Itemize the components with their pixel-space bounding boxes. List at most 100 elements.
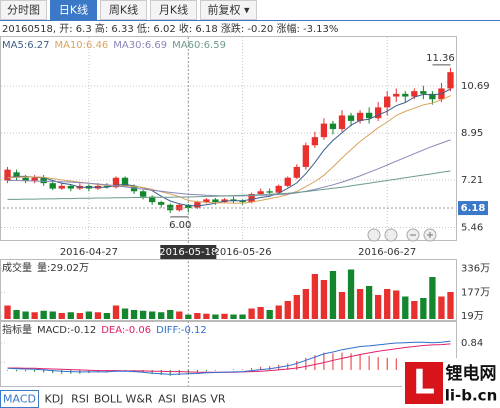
candle-body xyxy=(40,177,47,184)
logo-mark-box xyxy=(405,362,443,404)
tab-box[interactable] xyxy=(100,0,147,20)
candle-body xyxy=(230,199,237,201)
candle-body xyxy=(374,107,382,119)
scroll-right[interactable] xyxy=(384,228,398,242)
candle-body xyxy=(420,91,427,94)
indicator-tab[interactable]: KDJ xyxy=(45,393,64,406)
volume-bar xyxy=(393,290,400,319)
candle-body xyxy=(356,112,364,121)
candle-body xyxy=(447,72,454,89)
volume-bar xyxy=(94,312,102,319)
candle-body xyxy=(393,93,400,97)
logo-url: li-b.cn xyxy=(445,387,498,405)
volume-bar xyxy=(311,274,319,319)
volume-bar xyxy=(248,308,255,319)
candle-body xyxy=(284,177,291,186)
candle-body xyxy=(103,185,111,188)
volume-bar xyxy=(67,312,74,319)
volume-bar xyxy=(103,313,111,319)
y-tick-label: 8.95 xyxy=(461,128,483,139)
volume-bar xyxy=(203,313,210,319)
volume-bar xyxy=(447,292,454,319)
candle-body xyxy=(167,204,174,211)
y-tick-label: 19万 xyxy=(461,311,484,322)
volume-bar xyxy=(365,286,373,319)
x-tick-label: 2016-04-27 xyxy=(60,247,118,258)
legend-entry: MACD:-0.12 xyxy=(37,325,96,336)
tab-box[interactable] xyxy=(0,0,47,20)
indicator-tab[interactable]: BOLL xyxy=(94,393,123,406)
volume-bar xyxy=(384,289,391,319)
volume-bar xyxy=(76,313,84,319)
tab-box[interactable] xyxy=(150,0,197,20)
volume-bar xyxy=(429,277,436,319)
candle-body xyxy=(275,185,282,193)
candle-body xyxy=(311,137,319,146)
volume-bar xyxy=(40,310,47,319)
volume-bar xyxy=(275,305,282,319)
volume-bar xyxy=(239,314,246,319)
tab-active[interactable]: 日K线 xyxy=(59,3,88,17)
candle-body xyxy=(58,185,65,189)
candle-body xyxy=(293,166,300,178)
volume-bar xyxy=(176,311,183,319)
indicator-tab[interactable]: ASI xyxy=(158,393,176,406)
candle-body xyxy=(302,145,310,167)
volume-bar xyxy=(402,296,409,319)
y-tick-label: 336万 xyxy=(461,264,490,275)
volume-bar xyxy=(338,292,346,319)
candle-body xyxy=(402,93,409,97)
volume-frame xyxy=(0,259,457,321)
logo-name: 锂电网 xyxy=(446,363,497,384)
y-tick-label: 7.21 xyxy=(461,175,483,186)
tab[interactable]: 月K线 xyxy=(159,3,188,17)
volume-bar xyxy=(49,311,56,319)
indicator-tab[interactable]: VR xyxy=(210,393,226,406)
info-line: 20160518, 开: 6.3 高: 6.33 低: 6.02 收: 6.18… xyxy=(2,22,338,35)
logo-mark: L xyxy=(413,363,435,403)
volume-bar xyxy=(230,314,237,319)
legend-entry: 成交量 xyxy=(2,261,32,274)
tab-box-active[interactable] xyxy=(50,0,97,20)
candle-body xyxy=(49,183,56,189)
volume-bar xyxy=(411,301,418,319)
candle-body xyxy=(365,112,373,119)
candle-body xyxy=(384,96,391,108)
candle-body xyxy=(248,193,255,203)
indicator-tab[interactable]: BIAS xyxy=(181,393,206,406)
volume-bar xyxy=(257,307,264,319)
volume-bar xyxy=(356,289,364,319)
volume-bar xyxy=(266,310,273,319)
x-tick-label: 2016-05-18 xyxy=(159,247,217,258)
candle-body xyxy=(212,199,219,203)
candle-body xyxy=(31,177,38,181)
volume-bar xyxy=(139,310,147,319)
indicator-tab[interactable]: RSI xyxy=(71,393,89,406)
indicator-tab[interactable]: MACD xyxy=(3,393,36,406)
candle-body xyxy=(158,202,165,205)
min-label: 6.00 xyxy=(169,220,191,231)
y-tick-label: 0.84 xyxy=(461,338,483,349)
scroll-left[interactable] xyxy=(367,228,381,242)
volume-bar xyxy=(374,295,382,319)
volume-bar xyxy=(158,312,165,319)
candle-body xyxy=(112,177,120,188)
zoom-controls[interactable] xyxy=(367,228,437,242)
indicator-tab[interactable]: W&R xyxy=(125,393,152,406)
volume-bar xyxy=(284,301,291,319)
volume-bar xyxy=(22,311,29,319)
candle-body xyxy=(347,115,355,121)
volume-bar xyxy=(293,295,300,319)
legend-entry: DIFF:-0.12 xyxy=(156,325,207,336)
tab[interactable]: 周K线 xyxy=(109,3,138,17)
tab-box[interactable] xyxy=(200,0,257,20)
tab[interactable]: 分时图 xyxy=(7,4,40,17)
volume-bar xyxy=(58,313,65,319)
volume-bar xyxy=(31,312,38,319)
volume-bar xyxy=(148,311,156,319)
legend-entry: DEA:-0.06 xyxy=(101,325,151,336)
date-highlight xyxy=(160,245,217,259)
tab[interactable]: 前复权 ▾ xyxy=(207,3,249,17)
